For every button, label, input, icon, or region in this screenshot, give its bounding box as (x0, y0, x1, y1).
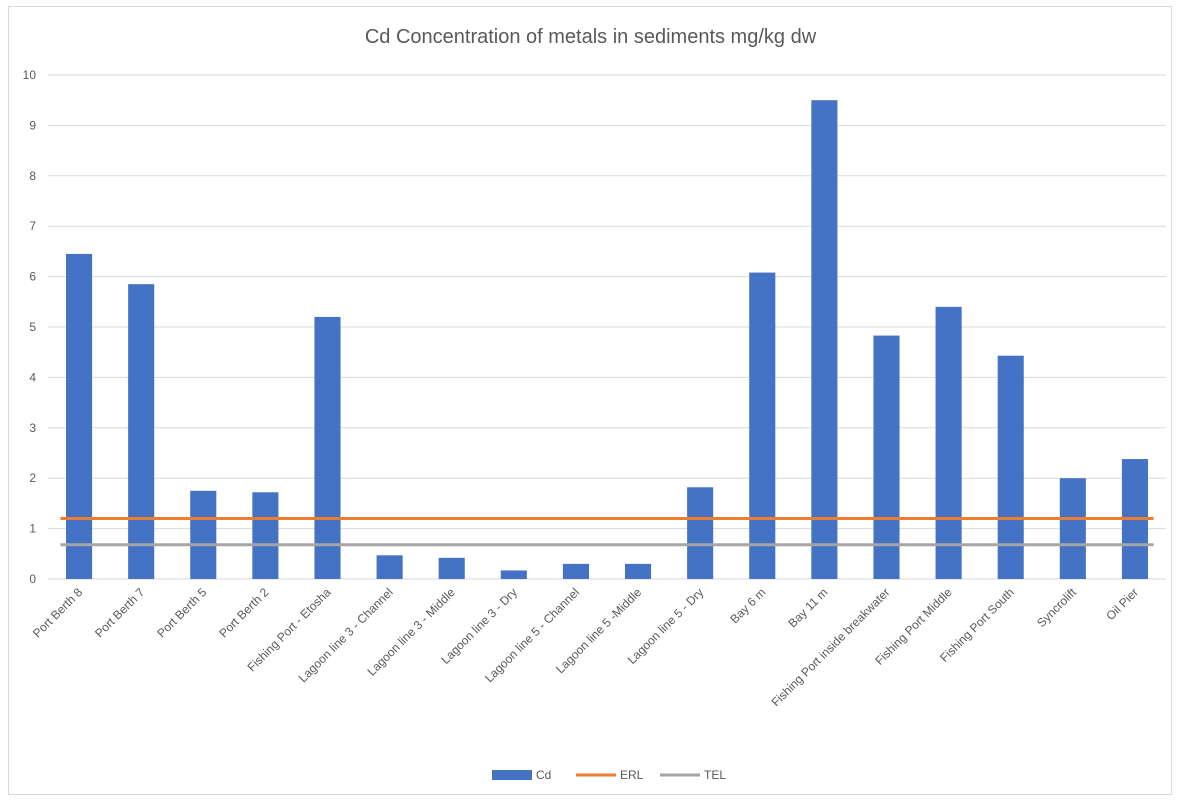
bar-cd (376, 555, 403, 579)
y-tick-label: 8 (29, 169, 36, 183)
bar-cd (625, 563, 652, 579)
bar-cd (438, 557, 465, 579)
y-tick-label: 5 (29, 320, 36, 334)
bar-cd (314, 316, 341, 579)
x-tick-label: Port Berth 7 (92, 585, 147, 640)
legend-swatch-cd (492, 770, 532, 780)
x-tick-label: Port Berth 2 (216, 585, 271, 640)
y-tick-label: 3 (29, 421, 36, 435)
bar-cd (749, 272, 776, 579)
x-tick-label: Port Berth 5 (154, 585, 209, 640)
bar-cd (66, 253, 93, 580)
y-tick-label: 10 (23, 68, 37, 82)
x-tick-label: Fishing Port inside breakwater (769, 585, 893, 709)
y-tick-label: 0 (29, 572, 36, 586)
y-tick-label: 4 (29, 370, 36, 384)
chart-frame (8, 6, 1172, 795)
y-axis-tick-labels: 0 1 2 3 4 5 6 7 8 9 10 (23, 68, 37, 586)
bar-cd (252, 492, 279, 579)
bar-cd (935, 306, 962, 579)
legend: Cd ERL TEL (492, 768, 726, 782)
bar-cd (190, 490, 217, 579)
y-tick-label: 6 (29, 270, 36, 284)
x-axis-category-labels: Port Berth 8 Port Berth 7 Port Berth 5 Port… (30, 585, 1141, 710)
y-tick-label: 7 (29, 219, 36, 233)
legend-label-cd: Cd (536, 768, 551, 782)
bar-cd (873, 335, 900, 579)
cd-bars (66, 100, 1148, 580)
x-tick-label: Oil Pier (1103, 585, 1141, 623)
bar-cd (1059, 478, 1086, 579)
y-tick-label: 2 (29, 471, 36, 485)
bar-cd (500, 570, 527, 579)
chart-title: Cd Concentration of metals in sediments … (364, 26, 817, 48)
bar-cd (687, 487, 714, 579)
bar-cd (128, 284, 155, 579)
x-tick-label: Port Berth 8 (30, 585, 85, 640)
bar-cd (997, 355, 1024, 579)
legend-label-tel: TEL (704, 768, 726, 782)
x-tick-label: Bay 11 m (785, 585, 830, 630)
y-tick-label: 9 (29, 118, 36, 132)
reference-lines (60, 517, 1154, 547)
bar-cd (811, 100, 838, 579)
bar-cd (562, 563, 589, 579)
gridlines (48, 74, 1166, 580)
x-tick-label: Bay 6 m (727, 585, 768, 626)
legend-label-erl: ERL (620, 768, 644, 782)
y-tick-label: 1 (29, 522, 36, 536)
x-tick-label: Syncrolift (1034, 585, 1079, 630)
